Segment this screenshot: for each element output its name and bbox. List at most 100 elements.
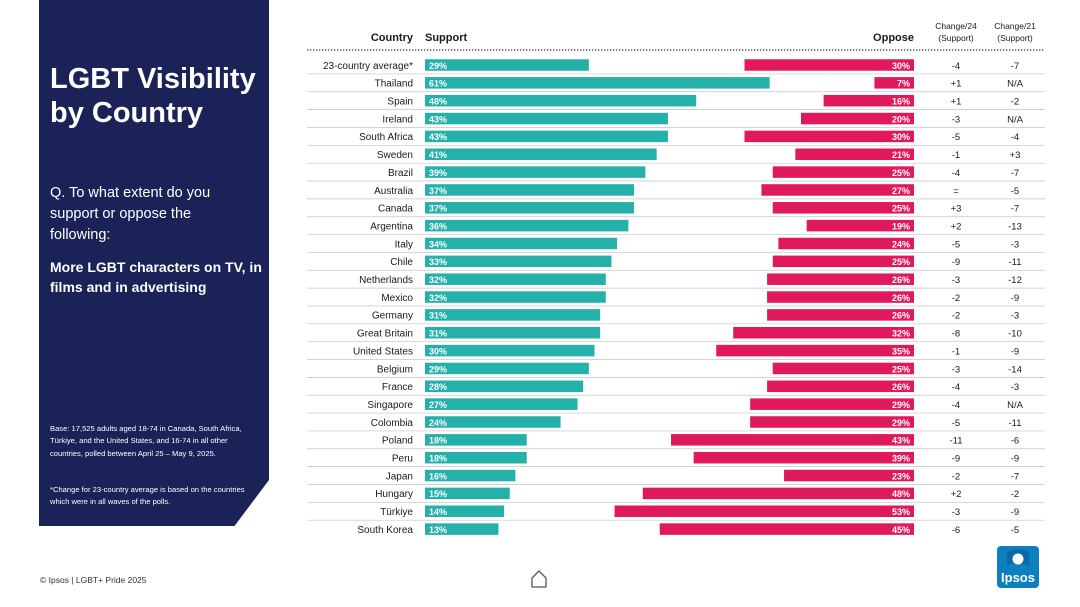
support-value: 41% [429, 150, 447, 160]
oppose-value: 21% [892, 150, 910, 160]
change24-value: -9 [952, 257, 960, 268]
oppose-value: 43% [892, 436, 910, 446]
oppose-value: 39% [892, 454, 910, 464]
change21-value: -9 [1011, 507, 1019, 518]
support-value: 24% [429, 418, 447, 428]
header-change21-line1: Change/21 [994, 21, 1036, 31]
change21-value: -12 [1008, 275, 1022, 286]
header-oppose: Oppose [873, 32, 914, 44]
support-bar [425, 59, 589, 71]
support-bar [425, 77, 770, 89]
country-label: Sweden [377, 150, 413, 161]
oppose-bar [795, 148, 914, 160]
oppose-bar [750, 398, 914, 410]
change24-value: -2 [952, 471, 960, 482]
support-value: 14% [429, 507, 447, 517]
oppose-bar [767, 273, 914, 285]
oppose-bar [761, 184, 914, 196]
change21-value: -2 [1011, 97, 1019, 108]
oppose-bar [614, 505, 914, 517]
support-bar [425, 255, 612, 268]
oppose-value: 7% [897, 79, 910, 89]
change24-value: -5 [952, 418, 960, 429]
support-bar [425, 148, 657, 160]
support-bar [425, 130, 668, 143]
support-bar [425, 344, 595, 357]
change21-value: -7 [1011, 168, 1019, 179]
country-label: Brazil [388, 168, 413, 179]
support-value: 28% [429, 382, 447, 392]
oppose-value: 20% [892, 114, 910, 124]
home-icon[interactable] [530, 569, 548, 589]
country-label: United States [353, 346, 413, 357]
change24-value: -1 [952, 346, 960, 357]
change24-value: -2 [952, 293, 960, 304]
support-bar [425, 184, 635, 196]
survey-statement: More LGBT characters on TV, in films and… [50, 259, 262, 295]
oppose-value: 25% [892, 364, 910, 374]
change21-value: -2 [1011, 489, 1019, 500]
oppose-bar [671, 434, 914, 446]
country-label: Japan [386, 471, 413, 482]
change24-value: +1 [951, 97, 962, 108]
country-label: France [382, 382, 414, 393]
support-bar [425, 451, 527, 464]
change21-value: -13 [1008, 221, 1022, 232]
support-value: 30% [429, 346, 447, 356]
change24-value: -1 [952, 150, 960, 161]
header-change24-line1: Change/24 [935, 21, 977, 31]
support-value: 32% [429, 293, 447, 303]
country-label: Italy [395, 239, 413, 250]
oppose-value: 32% [892, 329, 910, 339]
oppose-bar [744, 130, 914, 143]
oppose-bar [801, 112, 914, 125]
change-note: *Change for 23-country average is based … [50, 485, 245, 507]
oppose-bar [823, 94, 914, 107]
change21-value: -5 [1011, 525, 1019, 536]
support-bar [425, 291, 606, 303]
change24-value: +3 [951, 204, 962, 215]
country-label: 23-country average* [323, 61, 413, 72]
support-bar [425, 166, 646, 178]
support-bar [425, 380, 584, 393]
survey-question: Q. To what extent do you support or oppo… [50, 185, 211, 243]
support-value: 31% [429, 311, 447, 321]
oppose-bar [767, 309, 914, 321]
country-label: Peru [392, 454, 413, 465]
support-value: 39% [429, 168, 447, 178]
change21-value: -9 [1011, 346, 1019, 357]
page-title: LGBT Visibility by Country [50, 63, 256, 129]
oppose-bar [874, 77, 914, 89]
oppose-bar [642, 487, 914, 500]
support-value: 29% [429, 61, 447, 71]
change24-value: -3 [952, 364, 960, 375]
header-change21-line2: (Support) [997, 33, 1033, 43]
oppose-bar [778, 237, 914, 250]
change21-value: -7 [1011, 471, 1019, 482]
oppose-value: 16% [892, 97, 910, 107]
support-bar [425, 112, 668, 125]
footer-text: © Ipsos | LGBT+ Pride 2025 [40, 575, 147, 585]
country-label: Spain [387, 97, 413, 108]
support-value: 36% [429, 221, 447, 231]
support-value: 18% [429, 454, 447, 464]
oppose-value: 45% [892, 525, 910, 535]
base-note: Base: 17,525 adults aged 18-74 in Canada… [50, 424, 242, 458]
oppose-bar [784, 469, 914, 482]
ipsos-logo: Ipsos [997, 546, 1039, 588]
oppose-bar [772, 255, 914, 268]
oppose-value: 23% [892, 471, 910, 481]
support-bar [425, 327, 601, 339]
oppose-value: 19% [892, 221, 910, 231]
oppose-value: 30% [892, 132, 910, 142]
oppose-value: 29% [892, 418, 910, 428]
support-value: 33% [429, 257, 447, 267]
oppose-value: 24% [892, 239, 910, 249]
change24-value: -5 [952, 239, 960, 250]
change21-value: -7 [1011, 61, 1019, 72]
oppose-bar [744, 59, 914, 71]
support-oppose-chart: Country Support Oppose Change/24 (Support) Ch… [307, 21, 1045, 536]
oppose-bar [750, 416, 914, 428]
country-label: Türkiye [380, 507, 413, 518]
country-label: Germany [372, 311, 413, 322]
